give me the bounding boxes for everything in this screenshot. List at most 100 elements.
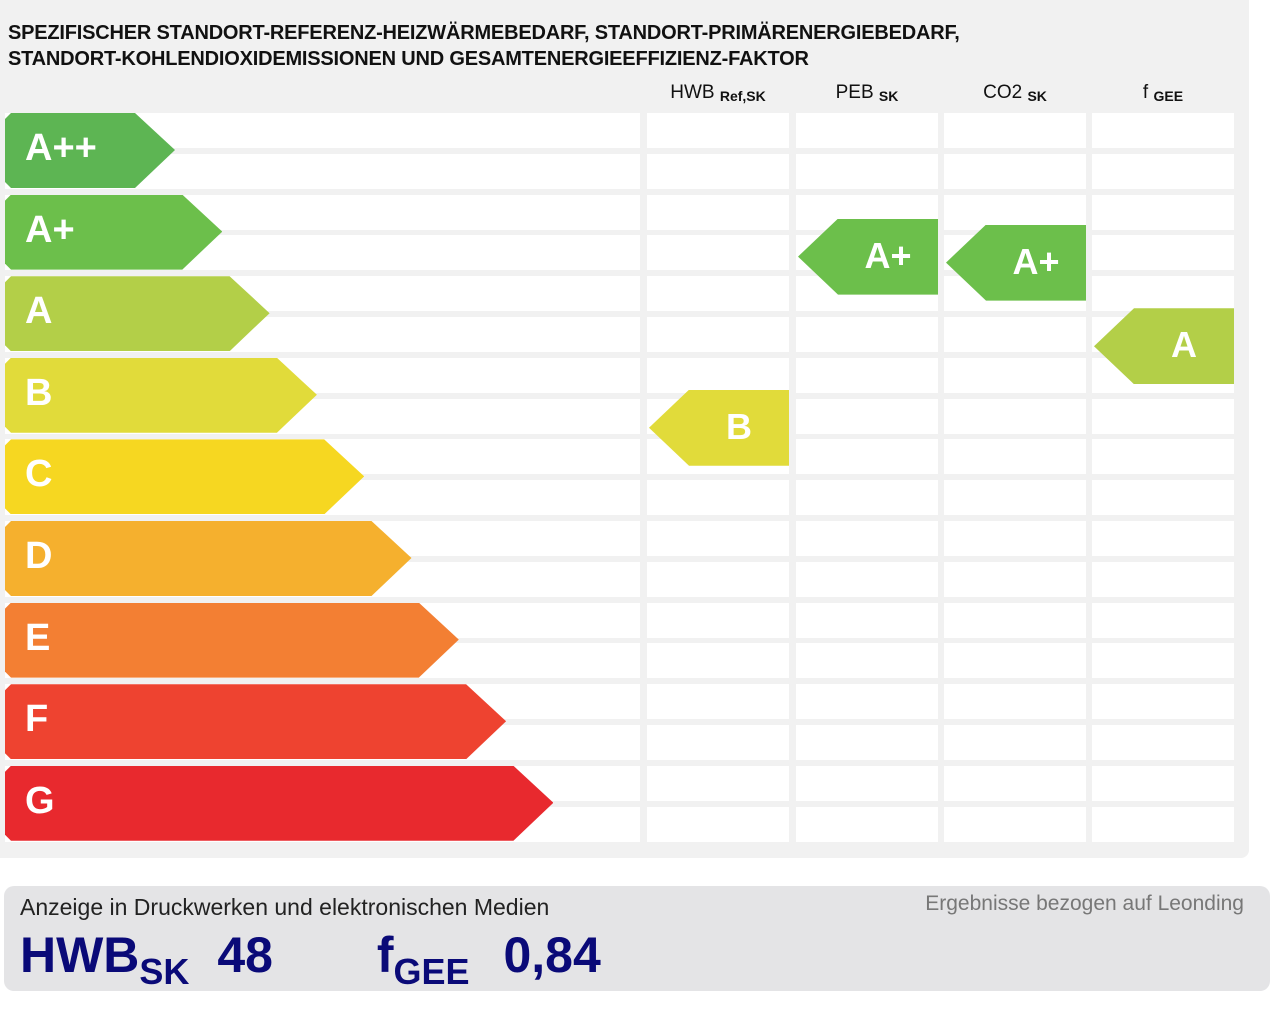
class-arrow-B: B [5,357,317,433]
grid-cell [1092,480,1234,516]
column-name: f [1142,82,1149,103]
grid-cell [944,480,1086,516]
class-label: D [25,535,53,577]
grid-cell [1092,276,1234,312]
column-sub: SK [1027,88,1047,104]
marker-label: A+ [1012,240,1060,282]
grid-cell [944,398,1086,434]
grid-cell [944,153,1086,189]
hwb-value: 48 [217,927,273,983]
class-arrow-C: C [5,439,365,515]
grid-cell [1092,602,1234,638]
grid-cell [944,317,1086,352]
grid-cell [1092,684,1234,720]
column-header: f GEE [1092,82,1234,104]
grid-cell [1092,561,1234,597]
column-sub: GEE [1153,88,1184,104]
grid-cell [1092,643,1234,679]
chart-title: SPEZIFISCHER STANDORT-REFERENZ-HEIZWÄRME… [8,20,960,72]
grid-cell [1092,725,1234,760]
marker-label: B [726,405,752,447]
class-arrow-A: A [5,276,270,352]
marker-label: A+ [864,234,912,276]
grid-cell [647,806,789,842]
grid-cell [944,113,1086,148]
fgee-value: 0,84 [503,927,601,983]
class-label: F [25,698,49,741]
grid-cell [944,194,1086,230]
column-header: PEB SK [796,82,938,104]
grid-cell [647,480,789,516]
grid-cell [944,357,1086,393]
class-label: C [25,453,53,496]
grid-cell [944,439,1086,475]
grid-cell [796,113,938,148]
grid-cell [944,602,1086,638]
grid-cell [796,398,938,434]
column-sub: SK [878,88,899,104]
marker-label: A [1171,324,1197,366]
grid-cell [1092,439,1234,475]
grid-cell [647,643,789,679]
grid-cell [1092,398,1234,434]
grid-cell [944,725,1086,760]
grid-cell [647,765,789,801]
class-label: E [25,616,51,659]
grid-cell [796,521,938,556]
grid-cell [647,194,789,230]
fgee-label: f [376,927,394,983]
grid-cell [796,765,938,801]
grid-cell [647,235,789,271]
grid-cell [647,725,789,760]
class-arrow-E: E [5,602,459,678]
grid-cell [944,684,1086,720]
title-line-2: STANDORT-KOHLENDIOXIDEMISSIONEN UND GESA… [8,48,809,70]
grid-cell [1092,235,1234,271]
footer-caption: Anzeige in Druckwerken und elektronische… [20,894,550,920]
grid-cell [944,643,1086,679]
grid-cell [647,153,789,189]
footer-box: Anzeige in Druckwerken und elektronische… [4,886,1270,993]
column-name: HWB [670,82,715,103]
hwb-sub: SK [139,951,190,992]
class-label: A [25,290,53,333]
column-sub: Ref,SK [719,88,766,104]
footer-values: HWBSK 48 fGEE 0,84 [20,926,601,993]
class-label: A++ [25,127,97,169]
class-arrow-A++: A++ [5,113,175,188]
grid-cell [647,684,789,720]
grid-cell [1092,806,1234,842]
class-arrow-G: G [5,765,554,841]
fgee-sub: GEE [393,951,470,992]
class-arrow-F: F [5,684,507,760]
column-header: HWB Ref,SK [647,82,789,104]
grid-cell [647,317,789,352]
grid-cell [796,806,938,842]
title-line-1: SPEZIFISCHER STANDORT-REFERENZ-HEIZWÄRME… [8,22,960,44]
grid-cell [1092,765,1234,801]
grid-cell [796,602,938,638]
grid-cell [796,357,938,393]
grid-cell [1092,113,1234,148]
grid-cell [944,561,1086,597]
grid-cell [796,480,938,516]
grid-cell [1092,521,1234,556]
grid-cell [647,276,789,312]
grid-cell [1092,194,1234,230]
grid-cell [647,521,789,556]
class-label: B [25,371,53,414]
class-label: G [25,779,55,822]
grid-cell [647,113,789,148]
column-header: CO2 SK [944,82,1086,104]
grid-cell [796,561,938,597]
column-name: PEB [835,82,874,103]
grid-cell [796,684,938,720]
grid-cell [647,602,789,638]
grid-cell [647,561,789,597]
grid-cell [1092,153,1234,189]
class-arrow-D: D [5,521,412,596]
grid-cell [944,806,1086,842]
grid-cell [796,439,938,475]
class-label: A+ [25,208,75,251]
grid-cell [796,725,938,760]
